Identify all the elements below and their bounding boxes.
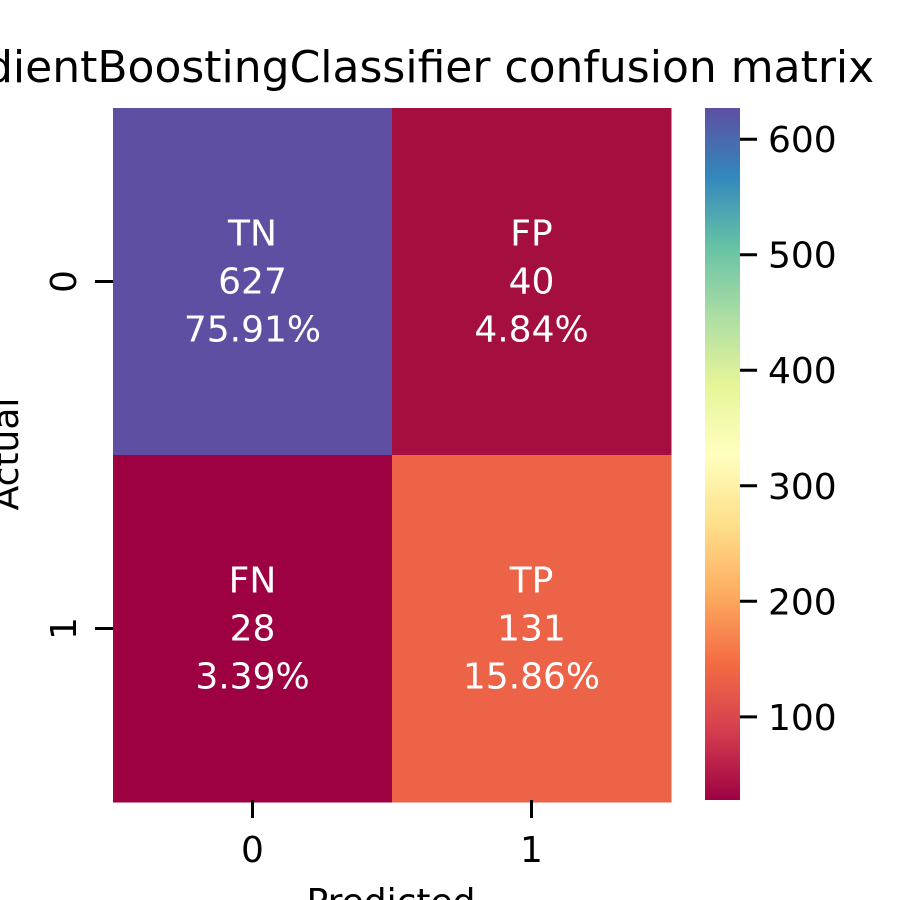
heatmap-cells: TN 627 75.91% FP 40 4.84% FN 28 3.39% TP 131 15.86%	[113, 108, 672, 803]
y-tick-label: 0	[44, 270, 85, 293]
cell-name-label: TN	[227, 214, 277, 255]
colorbar-tick-label: 300	[768, 467, 837, 508]
cell-count-label: 28	[230, 609, 276, 650]
colorbar-tick-label: 100	[768, 698, 837, 739]
cell-percent-label: 3.39%	[195, 657, 309, 698]
colorbar-ticks: 100 200 300 400 500 600	[740, 120, 837, 739]
chart-title: GradientBoostingClassifier confusion mat…	[0, 42, 874, 93]
cell-name-label: FN	[229, 561, 277, 602]
y-tick-label: 1	[44, 617, 85, 640]
cell-percent-label: 15.86%	[463, 657, 600, 698]
cell-count-label: 131	[497, 609, 566, 650]
cell-percent-label: 4.84%	[474, 310, 588, 351]
x-axis-label: Predicted	[307, 882, 476, 900]
heatmap-cell-fn	[113, 455, 393, 803]
axes: 0 1 0 1	[44, 270, 543, 871]
heatmap-cell-tp	[392, 455, 672, 803]
y-axis-label: Actual	[0, 398, 27, 511]
heatmap-cell-tn	[113, 108, 393, 456]
x-tick-label: 0	[241, 830, 264, 871]
cell-name-label: TP	[509, 561, 554, 602]
colorbar-tick-label: 600	[768, 120, 837, 161]
cell-count-label: 627	[218, 262, 287, 303]
colorbar-tick-label: 400	[768, 351, 837, 392]
colorbar	[705, 108, 740, 800]
cell-count-label: 40	[509, 262, 555, 303]
cell-name-label: FP	[510, 214, 552, 255]
colorbar-tick-label: 500	[768, 236, 837, 277]
heatmap-cell-fp	[392, 108, 672, 456]
x-tick-label: 1	[520, 830, 543, 871]
cell-percent-label: 75.91%	[184, 310, 321, 351]
colorbar-tick-label: 200	[768, 582, 837, 623]
